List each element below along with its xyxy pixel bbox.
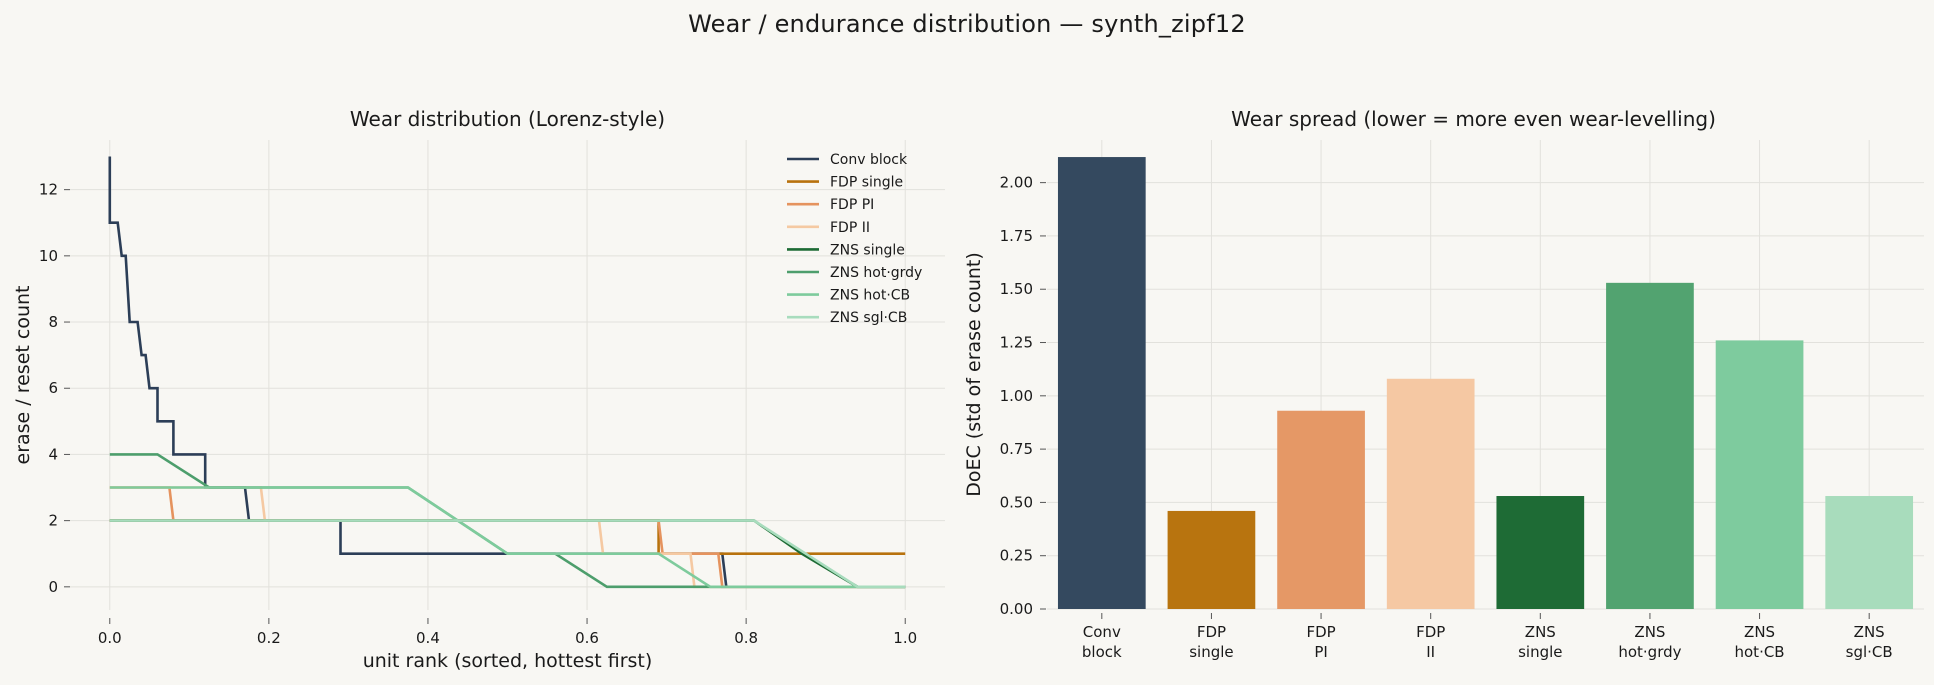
x-tick-label: ZNS	[1634, 623, 1665, 641]
legend: Conv block FDP single FDP PI FDP II ZNS sing…	[787, 152, 922, 326]
y-tick-label: 10	[39, 247, 58, 265]
legend-label: FDP PI	[830, 197, 874, 213]
bar	[1606, 282, 1694, 609]
y-tick-label: 0.50	[1000, 493, 1033, 511]
x-tick-label: FDP	[1197, 623, 1226, 641]
y-tick-label: 1.00	[1000, 387, 1033, 405]
x-tick-label: ZNS	[1744, 623, 1775, 641]
legend-label: FDP II	[830, 220, 870, 236]
legend-label: ZNS hot·CB	[830, 288, 910, 304]
series-line	[109, 519, 906, 589]
x-tick-label: 1.0	[893, 629, 917, 647]
x-tick-label: 0.8	[734, 629, 758, 647]
bar	[1715, 340, 1804, 609]
x-tick-label: FDP	[1416, 623, 1445, 641]
x-tick-label: II	[1426, 643, 1435, 661]
left-chart-title: Wear distribution (Lorenz-style)	[350, 107, 665, 131]
x-tick-label: 0.2	[257, 629, 281, 647]
y-tick-label: 2	[48, 512, 58, 530]
x-tick-label: 0.0	[98, 629, 122, 647]
left-series-lines	[108, 156, 906, 589]
x-tick-label: PI	[1314, 643, 1327, 661]
series-line	[109, 486, 906, 589]
wear-distribution-chart: Wear distribution (Lorenz-style) 0.0 0.2 0…	[12, 107, 945, 672]
y-tick-label: 1.25	[1000, 334, 1033, 352]
figure-title: Wear / endurance distribution — synth_zi…	[688, 10, 1246, 38]
x-tick-label: ZNS	[1854, 623, 1885, 641]
x-tick-label: single	[1518, 643, 1562, 661]
y-tick-label: 0.25	[1000, 547, 1033, 565]
right-chart-title: Wear spread (lower = more even wear-leve…	[1231, 107, 1716, 131]
y-tick-label: 6	[48, 379, 58, 397]
series-line	[109, 486, 906, 589]
x-tick-label: hot·CB	[1735, 643, 1785, 661]
y-tick-label: 1.50	[1000, 280, 1033, 298]
legend-label: ZNS sgl·CB	[830, 310, 907, 326]
y-tick-label: 12	[39, 181, 58, 199]
x-tick-label: ZNS	[1525, 623, 1556, 641]
x-tick-label: 0.4	[416, 629, 440, 647]
x-tick-label: single	[1189, 643, 1233, 661]
x-tick-label: Conv	[1083, 623, 1121, 641]
x-tick-label: hot·grdy	[1618, 643, 1681, 661]
bar	[1167, 510, 1256, 609]
legend-label: Conv block	[830, 152, 908, 168]
right-y-axis-label: DoEC (std of erase count)	[963, 252, 985, 497]
x-tick-label: sgl·CB	[1846, 643, 1893, 661]
bar	[1825, 496, 1914, 609]
bar	[1386, 378, 1475, 609]
x-tick-label: 0.6	[575, 629, 599, 647]
y-tick-label: 2.00	[1000, 174, 1033, 192]
series-line	[109, 486, 906, 589]
y-tick-label: 8	[48, 313, 58, 331]
legend-label: ZNS single	[830, 242, 905, 258]
series-line	[108, 156, 728, 587]
left-y-axis-label: erase / reset count	[12, 286, 34, 465]
y-tick-label: 0.00	[1000, 600, 1033, 618]
x-tick-label: block	[1082, 643, 1122, 661]
left-x-axis-label: unit rank (sorted, hottest first)	[363, 650, 653, 672]
bars	[1057, 157, 1914, 609]
right-axis-ticks: 0.00 0.25 0.50 0.75 1.00 1.25 1.50 1.75 2.00 Conv…	[1000, 174, 1893, 661]
y-tick-label: 4	[48, 445, 58, 463]
y-tick-label: 1.75	[1000, 227, 1033, 245]
x-tick-label: FDP	[1306, 623, 1335, 641]
bar	[1496, 496, 1585, 609]
bar	[1057, 157, 1146, 609]
y-tick-label: 0	[48, 578, 58, 596]
left-axis-ticks: 0.0 0.2 0.4 0.6 0.8 1.0 0 2 4 6 8 10 12	[39, 181, 917, 647]
legend-label: FDP single	[830, 175, 903, 191]
legend-label: ZNS hot·grdy	[830, 265, 922, 281]
y-tick-label: 0.75	[1000, 440, 1033, 458]
left-grid	[70, 140, 945, 610]
wear-spread-chart: Wear spread (lower = more even wear-leve…	[963, 107, 1924, 661]
series-line	[109, 519, 906, 556]
bar	[1277, 410, 1365, 609]
